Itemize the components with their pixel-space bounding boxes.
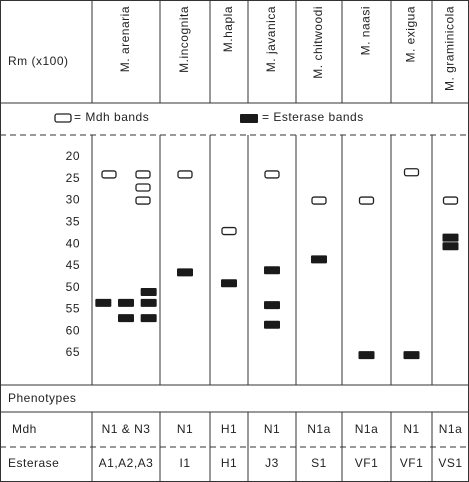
esterase-band [140,298,157,307]
esterase-band [95,298,112,307]
esterase-phenotype: J3 [265,456,279,470]
rm-tick-label: 45 [66,258,80,272]
esterase-phenotype: H1 [221,456,237,470]
esterase-band [403,351,420,360]
mdh-band [403,168,420,177]
row-label: Esterase [8,456,59,470]
mdh-phenotype: N1 [264,422,280,436]
mdh-phenotype: N1 & N3 [102,422,151,436]
esterase-band [221,279,237,288]
rm-tick-label: 65 [66,345,80,359]
mdh-phenotype: N1 [403,422,419,436]
esterase-phenotype: VF1 [400,456,424,470]
species-name: M. chitwoodi [311,6,325,79]
species-name: M. graminicola [443,6,457,91]
esterase-band [140,288,157,297]
legend-swatch-mdh [54,113,72,123]
esterase-band [140,314,157,323]
esterase-band [358,351,375,360]
rm-tick-label: 35 [66,215,80,229]
mdh-band [264,170,280,179]
species-name: M.incognita [177,6,191,73]
legend-mdh: = Mdh bands [74,110,149,124]
esterase-phenotype: I1 [179,456,190,470]
esterase-band [264,320,280,329]
legend-swatch-esterase [240,114,258,123]
esterase-band [118,298,134,307]
mdh-phenotype: N1a [439,422,463,436]
species-name: M. exigua [404,6,418,63]
mdh-phenotype: N1a [307,422,331,436]
esterase-phenotype: VF1 [355,456,379,470]
mdh-band [101,170,117,179]
rm-tick-label: 40 [66,236,80,250]
rm-tick-label: 25 [66,171,80,185]
rm-tick-label: 55 [66,302,80,316]
mdh-band [135,183,151,192]
esterase-band [311,255,327,264]
esterase-phenotype: VS1 [438,456,462,470]
mdh-band [221,226,237,236]
esterase-band [442,242,459,251]
legend-esterase: = Esterase bands [262,110,364,124]
rm-tick-label: 50 [66,280,80,294]
mdh-band [135,170,151,179]
mdh-band [311,196,327,205]
row-label: Phenotypes [8,391,76,405]
esterase-band [264,266,280,275]
mdh-phenotype: N1 [177,422,193,436]
esterase-band [118,314,134,323]
mdh-band [177,170,193,179]
mdh-phenotype: H1 [221,422,237,436]
row-label: Mdh [12,422,37,436]
mdh-band [442,196,459,205]
rm-tick-label: 60 [66,323,80,337]
esterase-band [442,233,459,242]
esterase-phenotype: S1 [311,456,327,470]
esterase-band [177,268,193,277]
axis-label: Rm (x100) [8,54,69,68]
rm-tick-label: 30 [66,193,80,207]
species-name: M. naasi [359,6,373,55]
rm-tick-label: 20 [66,149,80,163]
species-name: M. javanica [264,6,278,72]
species-name: M.hapla [221,6,235,52]
mdh-band [135,196,151,205]
mdh-band [358,196,375,205]
mdh-phenotype: N1a [355,422,379,436]
esterase-band [264,301,280,310]
species-name: M. arenaria [118,6,132,72]
esterase-phenotype: A1,A2,A3 [99,456,154,470]
